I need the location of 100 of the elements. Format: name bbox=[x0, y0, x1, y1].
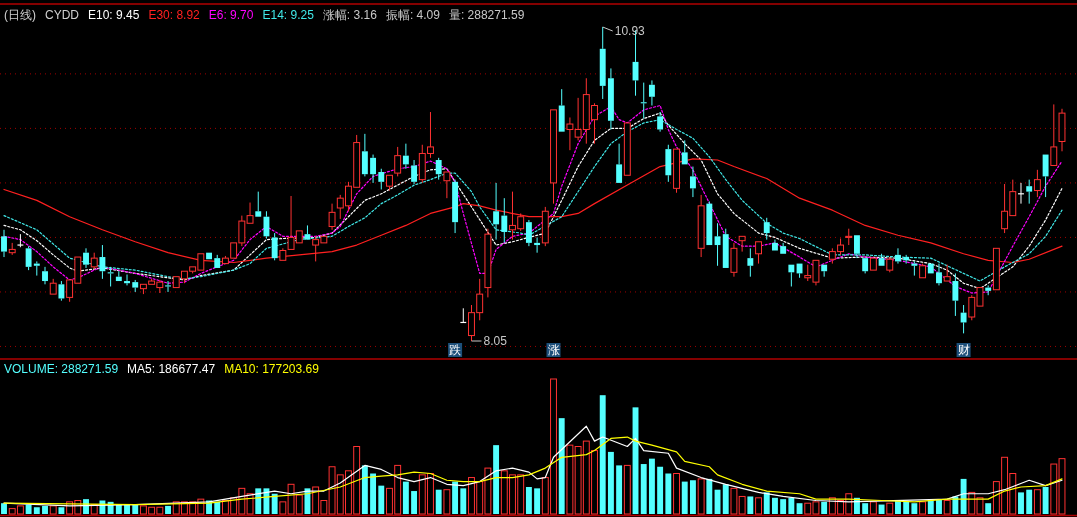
bar bbox=[722, 484, 729, 514]
candlestick bbox=[49, 278, 57, 295]
candlestick bbox=[869, 257, 877, 271]
annotation: 8.05 bbox=[483, 334, 508, 348]
x-tick-label: 财 bbox=[957, 343, 970, 357]
candlestick bbox=[616, 143, 623, 183]
chart-title: (日线) bbox=[4, 8, 36, 22]
candlestick bbox=[911, 260, 918, 277]
bar bbox=[1, 503, 7, 514]
candlestick bbox=[402, 143, 409, 170]
bar bbox=[911, 503, 918, 514]
candlestick bbox=[435, 157, 442, 181]
candlestick bbox=[558, 88, 565, 132]
candlestick bbox=[599, 26, 606, 100]
bar bbox=[673, 473, 680, 515]
candlestick bbox=[263, 210, 270, 240]
bar bbox=[443, 489, 451, 515]
bar bbox=[411, 491, 418, 514]
candlestick bbox=[386, 174, 393, 192]
candlestick bbox=[960, 304, 967, 334]
bar bbox=[788, 497, 795, 514]
text: 量: 288271.59 bbox=[448, 8, 525, 22]
bar bbox=[361, 465, 368, 514]
bar bbox=[271, 493, 278, 514]
candlestick bbox=[443, 171, 451, 199]
bar bbox=[525, 487, 532, 514]
candlestick bbox=[903, 254, 910, 265]
candlestick bbox=[648, 79, 655, 106]
candlestick bbox=[304, 224, 311, 240]
candlestick bbox=[640, 82, 647, 120]
bar bbox=[960, 478, 967, 514]
candlestick bbox=[763, 217, 770, 241]
x-tick-label: 涨 bbox=[547, 343, 560, 357]
text: 涨幅: 3.16 bbox=[322, 8, 378, 22]
candlestick bbox=[271, 232, 278, 261]
bar bbox=[616, 465, 623, 514]
bar bbox=[1018, 492, 1024, 514]
candlestick bbox=[550, 109, 557, 205]
candlestick bbox=[788, 264, 795, 287]
text: E10: 9.45 bbox=[88, 8, 140, 22]
annotation: 10.93 bbox=[614, 24, 646, 38]
candlestick bbox=[992, 247, 1000, 291]
candlestick bbox=[328, 203, 336, 231]
text: E14: 9.25 bbox=[262, 8, 315, 22]
bar bbox=[771, 497, 778, 514]
bar bbox=[435, 489, 442, 514]
text: MA10: 177203.69 bbox=[224, 362, 320, 376]
candlestick bbox=[124, 273, 130, 286]
candlestick bbox=[1, 229, 7, 258]
candlestick bbox=[771, 239, 778, 251]
bar bbox=[943, 500, 951, 515]
candlestick bbox=[895, 247, 901, 265]
candlestick bbox=[370, 154, 377, 184]
bar bbox=[42, 505, 48, 514]
candlestick bbox=[985, 284, 992, 296]
candlestick bbox=[452, 179, 459, 234]
bar bbox=[985, 503, 992, 514]
candlestick bbox=[673, 148, 680, 194]
candlestick bbox=[738, 235, 746, 253]
bar bbox=[869, 501, 877, 515]
candlestick bbox=[493, 182, 500, 241]
bar bbox=[607, 451, 614, 514]
bar bbox=[1026, 489, 1033, 514]
bar bbox=[697, 478, 705, 515]
candlestick bbox=[796, 263, 803, 279]
bar bbox=[747, 496, 754, 514]
bar bbox=[689, 480, 696, 514]
candlestick bbox=[165, 280, 171, 293]
bar bbox=[755, 497, 762, 515]
candlestick bbox=[1042, 154, 1049, 198]
candlestick bbox=[132, 279, 139, 293]
candlestick bbox=[854, 235, 860, 259]
text: MA5: 186677.47 bbox=[127, 362, 216, 376]
bar bbox=[493, 445, 500, 514]
bar bbox=[886, 502, 894, 515]
candlestick bbox=[99, 244, 106, 280]
candlestick bbox=[534, 236, 541, 254]
bar bbox=[763, 492, 770, 514]
bar bbox=[25, 504, 32, 514]
bar bbox=[58, 507, 65, 514]
candlestick bbox=[279, 247, 287, 261]
candlestick bbox=[255, 191, 262, 217]
candlestick bbox=[42, 266, 48, 285]
bar bbox=[132, 504, 139, 514]
bar bbox=[460, 488, 467, 514]
x-tick-label: 跌 bbox=[449, 343, 462, 357]
candlestick bbox=[862, 258, 869, 274]
bar bbox=[402, 481, 409, 514]
bar bbox=[558, 418, 565, 514]
candlestick bbox=[681, 139, 688, 165]
bar bbox=[927, 500, 934, 514]
bar bbox=[796, 503, 803, 514]
candlestick bbox=[722, 228, 729, 268]
candlestick bbox=[730, 242, 738, 278]
candlestick bbox=[821, 264, 828, 278]
bar bbox=[452, 481, 459, 514]
bar bbox=[903, 501, 910, 514]
bar bbox=[640, 464, 647, 514]
text: 振幅: 4.09 bbox=[385, 8, 441, 22]
candlestick bbox=[1058, 108, 1066, 152]
